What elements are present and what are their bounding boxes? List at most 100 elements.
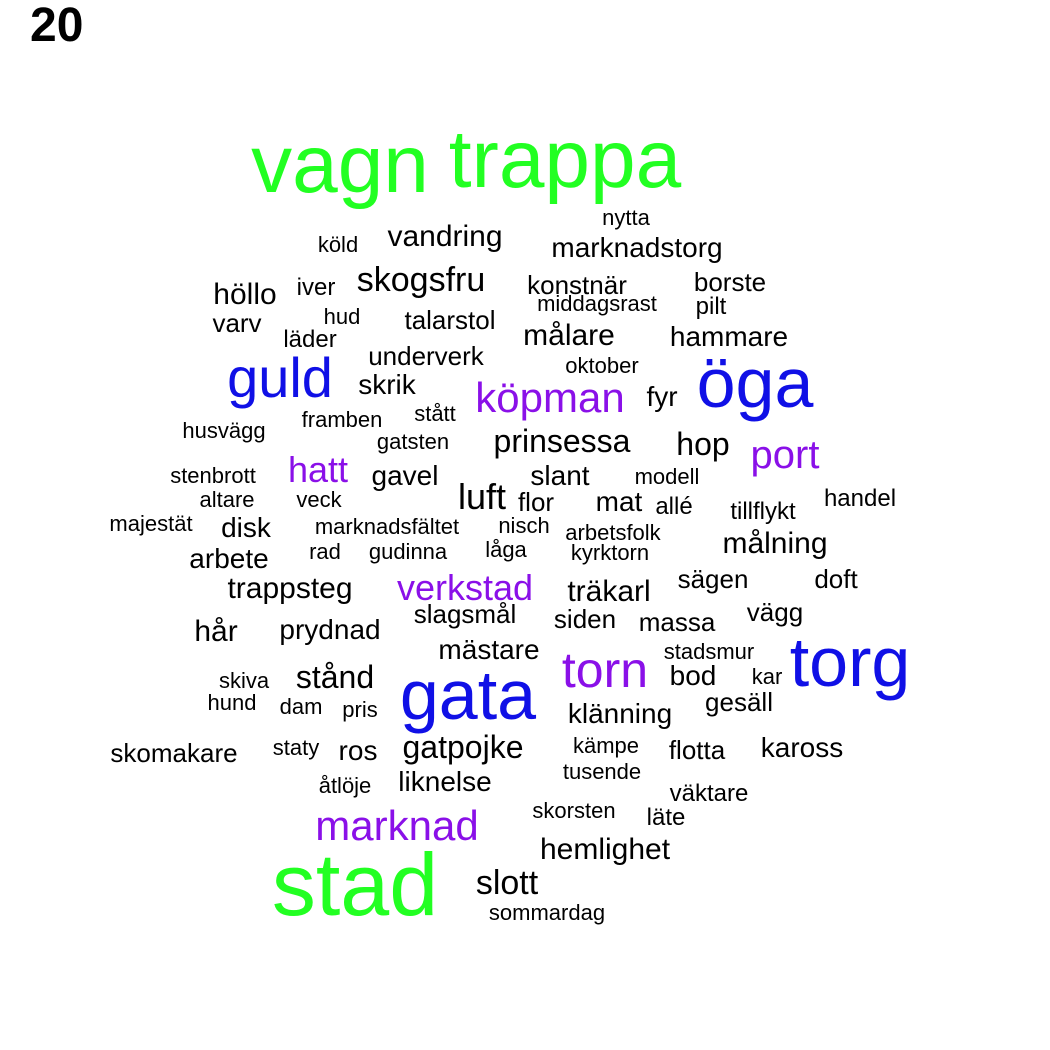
word-sommardag: sommardag: [488, 900, 606, 925]
word-talarstol: talarstol: [404, 305, 496, 335]
word-kyrktorn: kyrktorn: [570, 540, 650, 565]
word-borste: borste: [693, 267, 767, 297]
word-middagsrast: middagsrast: [537, 291, 657, 316]
word-vägg: vägg: [746, 597, 804, 627]
word-rad: rad: [309, 539, 341, 564]
word-hop: hop: [676, 426, 730, 462]
word-trappa: trappa: [448, 114, 682, 205]
word-underverk: underverk: [368, 341, 484, 371]
word-bod: bod: [669, 660, 717, 691]
word-sägen: sägen: [677, 564, 749, 594]
word-hår: hår: [194, 615, 238, 648]
word-slant: slant: [530, 460, 590, 491]
word-läder: läder: [283, 326, 337, 353]
word-liknelse: liknelse: [398, 766, 492, 797]
word-varv: varv: [212, 308, 262, 338]
word-pris: pris: [342, 697, 378, 722]
word-kämpe: kämpe: [572, 733, 640, 758]
word-hud: hud: [323, 304, 361, 329]
word-iver: iver: [296, 274, 336, 301]
word-marknad: marknad: [315, 802, 479, 849]
word-nisch: nisch: [498, 513, 550, 538]
word-slott: slott: [475, 864, 539, 902]
word-skorsten: skorsten: [532, 798, 616, 823]
word-gudinna: gudinna: [368, 539, 448, 564]
word-fyr: fyr: [646, 381, 678, 412]
word-läte: läte: [646, 804, 686, 831]
word-målning: målning: [722, 527, 828, 560]
word-skiva: skiva: [218, 668, 270, 693]
word-stenbrott: stenbrott: [170, 463, 256, 488]
word-stått: stått: [414, 401, 456, 426]
word-pilt: pilt: [695, 293, 727, 320]
word-mästare: mästare: [438, 634, 540, 665]
word-köld: köld: [317, 232, 359, 257]
word-köpman: köpman: [475, 374, 625, 421]
word-guld: guld: [227, 346, 333, 409]
word-siden: siden: [553, 604, 617, 634]
word-stad: stad: [271, 835, 439, 934]
word-ros: ros: [338, 735, 378, 766]
word-oktober: oktober: [565, 353, 639, 378]
word-stånd: stånd: [295, 659, 375, 695]
word-slagsmål: slagsmål: [413, 599, 517, 629]
word-hund: hund: [207, 690, 257, 715]
word-trappsteg: trappsteg: [227, 572, 353, 605]
word-flotta: flotta: [668, 735, 726, 765]
word-torn: torn: [561, 642, 649, 698]
word-nytta: nytta: [602, 205, 650, 230]
word-öga: öga: [696, 344, 814, 422]
word-hemlighet: hemlighet: [539, 833, 671, 866]
word-hatt: hatt: [287, 449, 349, 490]
word-husvägg: husvägg: [182, 418, 266, 443]
word-altare: altare: [199, 487, 255, 512]
word-allé: allé: [655, 493, 693, 520]
word-skrik: skrik: [358, 369, 416, 400]
word-vandring: vandring: [387, 220, 503, 253]
word-handel: handel: [823, 485, 897, 512]
word-vagn: vagn: [251, 119, 429, 210]
word-träkarl: träkarl: [567, 575, 651, 608]
word-gatpojke: gatpojke: [402, 729, 524, 765]
word-gesäll: gesäll: [705, 687, 773, 717]
word-port: port: [750, 433, 820, 477]
word-dam: dam: [279, 694, 323, 719]
word-låga: låga: [485, 537, 527, 562]
word-mat: mat: [595, 486, 643, 517]
word-tillflykt: tillflykt: [730, 498, 796, 525]
word-doft: doft: [814, 564, 858, 594]
word-veck: veck: [296, 487, 342, 512]
word-massa: massa: [638, 607, 716, 637]
word-staty: staty: [272, 735, 320, 760]
word-majestät: majestät: [109, 511, 193, 536]
word-skogsfru: skogsfru: [356, 261, 486, 299]
word-väktare: väktare: [669, 780, 749, 807]
word-tusende: tusende: [562, 759, 642, 784]
word-prinsessa: prinsessa: [493, 423, 631, 459]
word-modell: modell: [634, 464, 700, 489]
word-gatsten: gatsten: [376, 429, 450, 454]
word-gata: gata: [399, 656, 537, 734]
word-kar: kar: [751, 664, 783, 689]
word-stadsmur: stadsmur: [663, 639, 755, 664]
word-konstnär: konstnär: [527, 270, 627, 300]
word-torg: torg: [789, 623, 911, 701]
word-luft: luft: [457, 476, 507, 517]
word-prydnad: prydnad: [279, 614, 381, 645]
word-klänning: klänning: [567, 698, 673, 729]
word-kaross: kaross: [760, 732, 844, 763]
word-framben: framben: [301, 407, 383, 432]
page-title: 20: [30, 0, 84, 52]
word-flor: flor: [517, 487, 555, 517]
word-gavel: gavel: [371, 460, 439, 491]
word-höllo: höllo: [213, 278, 277, 311]
word-skomakare: skomakare: [110, 738, 238, 768]
word-arbete: arbete: [189, 543, 269, 574]
word-marknadsfältet: marknadsfältet: [314, 514, 460, 539]
word-målare: målare: [523, 319, 615, 352]
word-verkstad: verkstad: [396, 567, 534, 608]
word-arbetsfolk: arbetsfolk: [565, 520, 661, 545]
word-disk: disk: [221, 512, 271, 543]
word-hammare: hammare: [669, 321, 789, 352]
